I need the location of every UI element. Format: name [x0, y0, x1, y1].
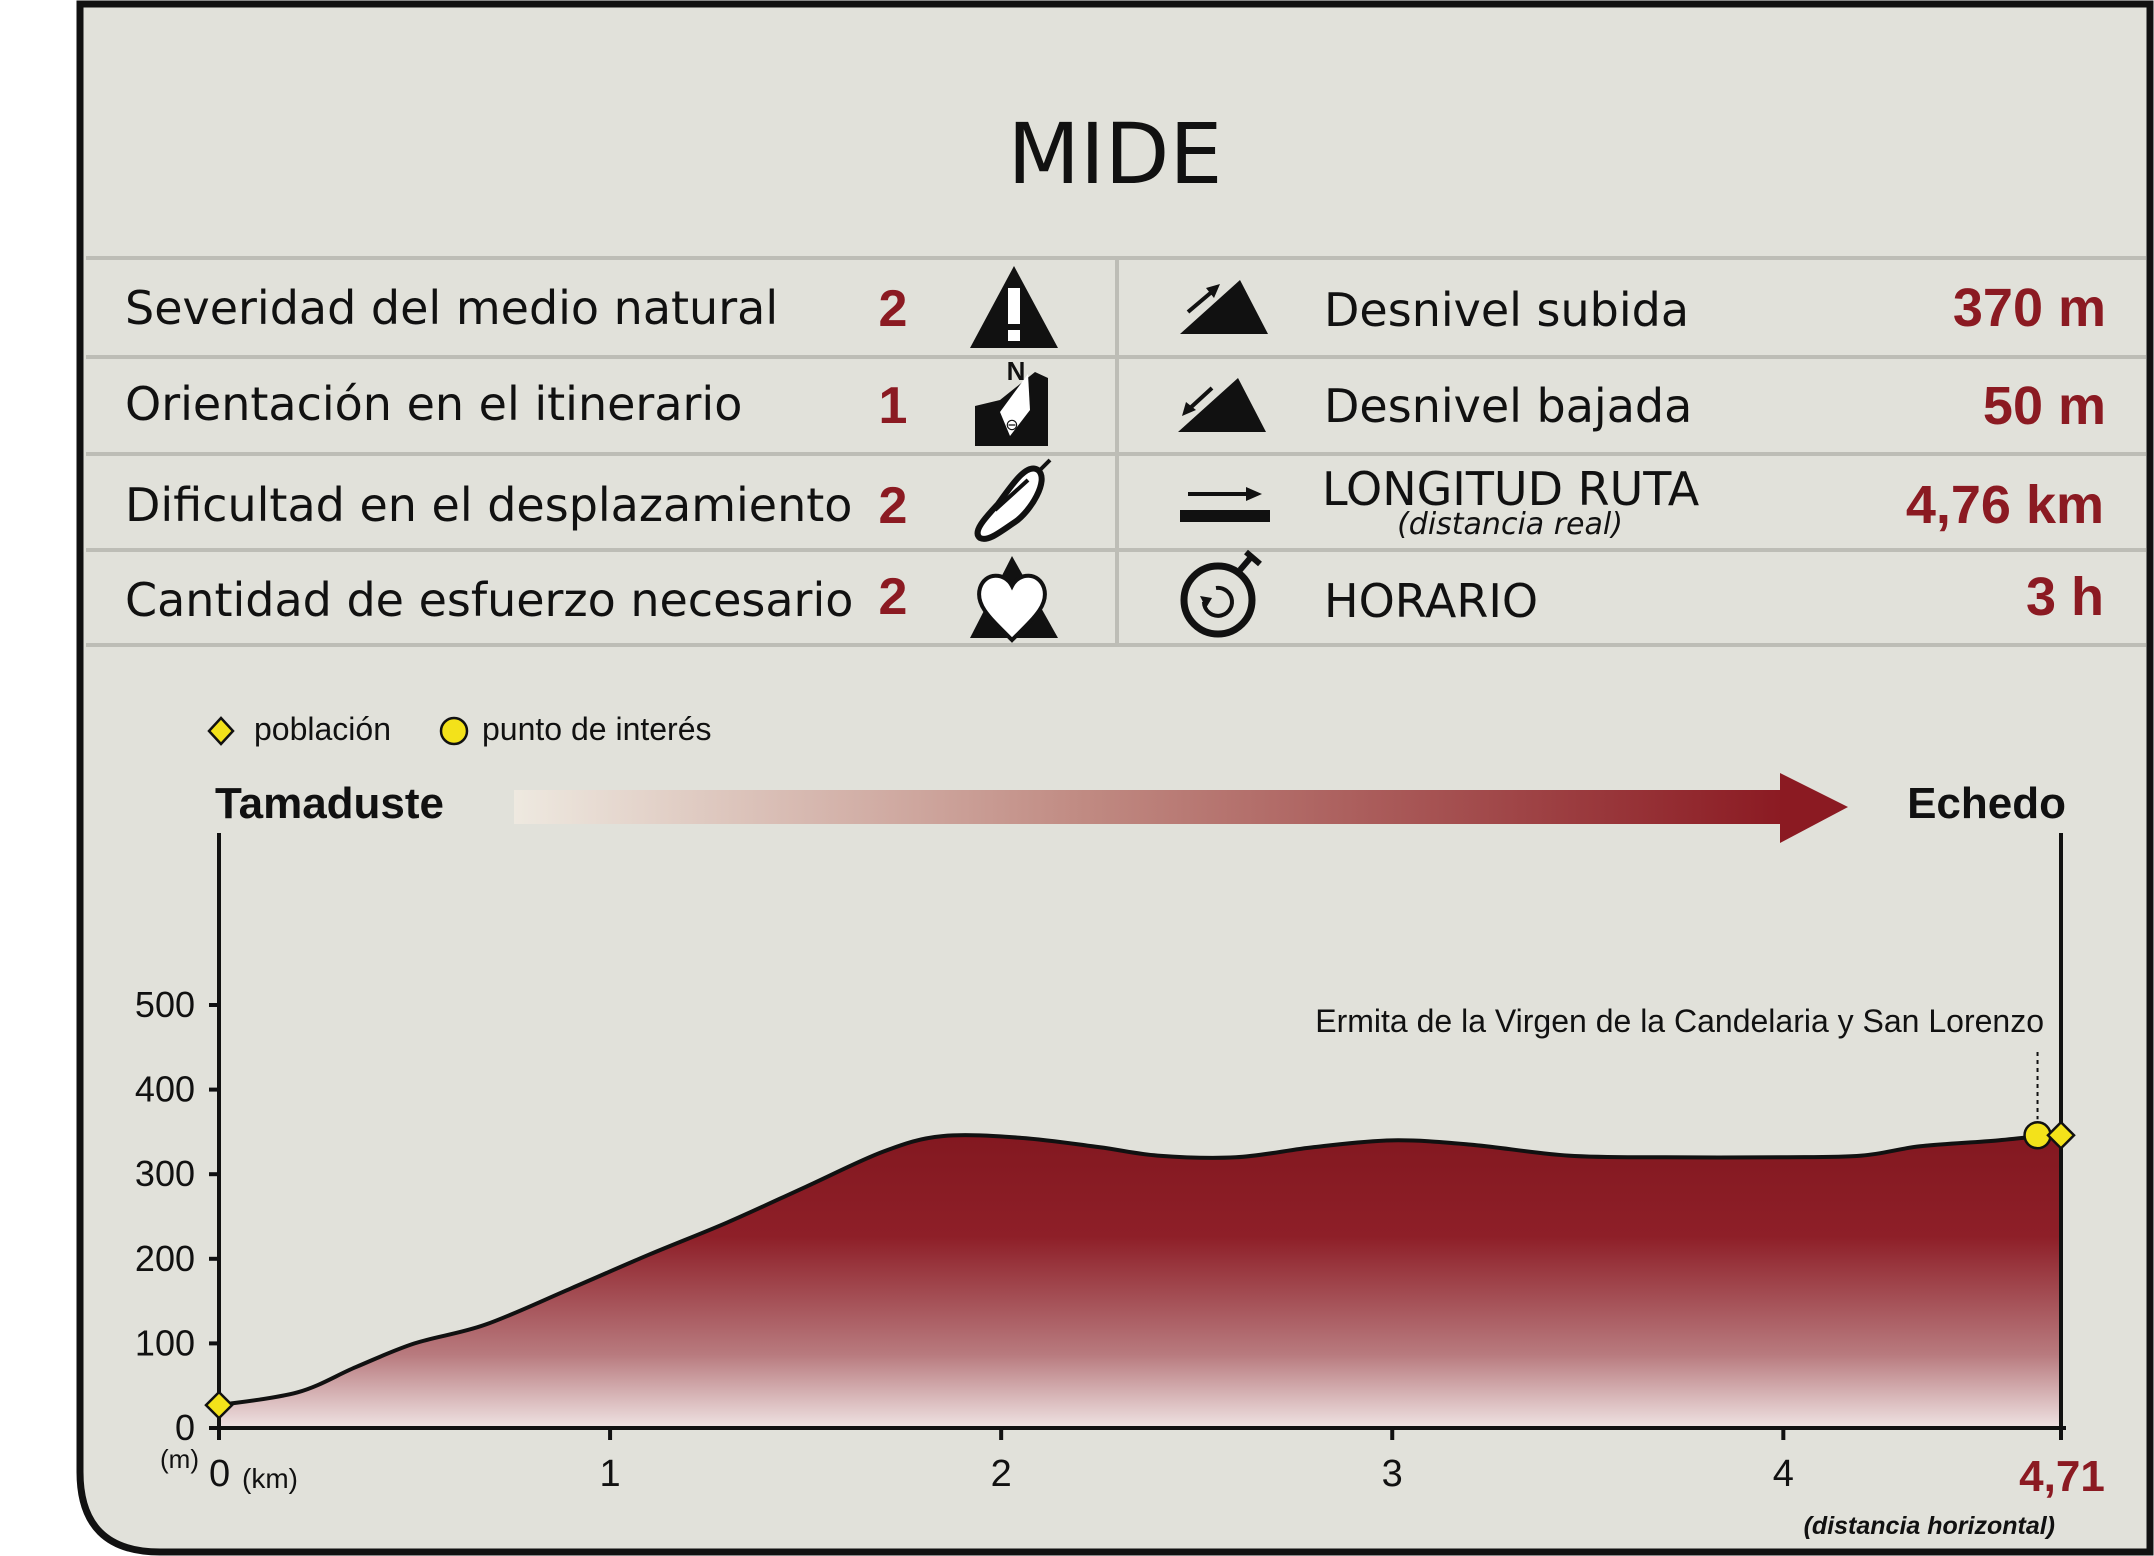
footprint-icon: [974, 458, 1052, 542]
stat-row: Desnivel subida 370 m: [1180, 278, 2106, 338]
mide-label: Severidad del medio natural: [125, 281, 778, 335]
page-title: MIDE: [1007, 105, 1222, 203]
stat-label: Desnivel bajada: [1324, 379, 1692, 433]
y-tick-label: 200: [135, 1238, 195, 1279]
legend-diamond-marker: [207, 716, 235, 746]
chart-legend: población punto de interés: [207, 711, 712, 747]
stat-row: Desnivel bajada 50 m: [1178, 376, 2106, 436]
x-tick-label: 1: [600, 1453, 621, 1495]
elevation-area: [219, 1133, 2061, 1428]
mide-row: Orientación en el itinerario 1 ⊖ N: [125, 356, 1048, 446]
length-arrow-icon: [1180, 487, 1270, 522]
legend-circle-marker: [439, 716, 469, 746]
heart-effort-icon: [970, 556, 1058, 643]
mide-value: 2: [879, 477, 908, 535]
y-tick-label: 0: [175, 1407, 195, 1448]
stat-label: HORARIO: [1324, 574, 1538, 628]
stat-value: 50 m: [1983, 376, 2106, 436]
stopwatch-icon: [1180, 549, 1262, 638]
stat-label: LONGITUD RUTA: [1322, 462, 1700, 516]
y-ticks: 0 100 200 300 400 500: [135, 984, 219, 1448]
x-tick-label: 3: [1382, 1453, 1403, 1495]
ascent-icon: [1180, 280, 1268, 334]
legend-interes-label: punto de interés: [482, 711, 712, 747]
stat-label: Desnivel subida: [1324, 283, 1689, 337]
mide-table-grid: [86, 256, 2146, 647]
compass-orientation-icon: ⊖ N: [975, 356, 1048, 446]
mide-value: 2: [879, 568, 908, 626]
x-ticks: 0 1 2 3 4: [209, 1428, 2063, 1495]
chart-markers: Ermita de la Virgen de la Candelaria y S…: [204, 1003, 2076, 1420]
x-axis-note: (distancia horizontal): [1804, 1512, 2055, 1540]
mide-label: Orientación en el itinerario: [125, 377, 742, 431]
mide-value: 1: [879, 377, 908, 435]
mide-row: Cantidad de esfuerzo necesario 2: [125, 556, 1058, 643]
stat-value: 370 m: [1953, 278, 2106, 338]
poi-annotation-label: Ermita de la Virgen de la Candelaria y S…: [1315, 1003, 2044, 1039]
x-end-label: 4,71: [2019, 1452, 2105, 1501]
legend-poblacion-label: población: [254, 711, 391, 747]
stat-sublabel: (distancia real): [1397, 507, 1623, 542]
route-end-label: Echedo: [1907, 779, 2066, 828]
y-tick-label: 400: [135, 1069, 195, 1110]
mide-row: Severidad del medio natural 2: [125, 266, 1058, 348]
poblacion-marker: [204, 1390, 234, 1420]
poblacion-marker: [2046, 1120, 2076, 1151]
warning-mountain-icon: [970, 266, 1058, 348]
mide-label: Dificultad en el desplazamiento: [125, 478, 852, 532]
stat-row: LONGITUD RUTA (distancia real) 4,76 km: [1180, 462, 2104, 542]
x-tick-label: 2: [991, 1453, 1012, 1495]
mide-row: Dificultad en el desplazamiento 2: [125, 458, 1052, 542]
x-tick-label: 0: [209, 1453, 230, 1495]
y-unit-label: (m): [160, 1444, 199, 1474]
y-tick-label: 300: [135, 1153, 195, 1194]
x-tick-label: 4: [1773, 1453, 1794, 1495]
descent-icon: [1178, 378, 1266, 432]
y-tick-label: 500: [135, 984, 195, 1025]
stat-value: 4,76 km: [1906, 475, 2104, 535]
mide-label: Cantidad de esfuerzo necesario: [125, 573, 853, 627]
x-unit-label: (km): [242, 1463, 298, 1494]
route-start-label: Tamaduste: [215, 779, 444, 828]
svg-text:N: N: [1007, 356, 1026, 386]
stat-row: HORARIO 3 h: [1180, 549, 2104, 638]
elevation-line: [218, 1131, 2062, 1408]
y-tick-label: 100: [135, 1322, 195, 1363]
mide-value: 2: [879, 280, 908, 338]
svg-text:⊖: ⊖: [1005, 417, 1018, 434]
route-direction-arrow: [514, 773, 1848, 843]
stat-value: 3 h: [2026, 567, 2104, 627]
elevation-chart: 0 100 200 300 400 500 0 1 2 3 4 Ermita de la Virg…: [135, 833, 2105, 1540]
